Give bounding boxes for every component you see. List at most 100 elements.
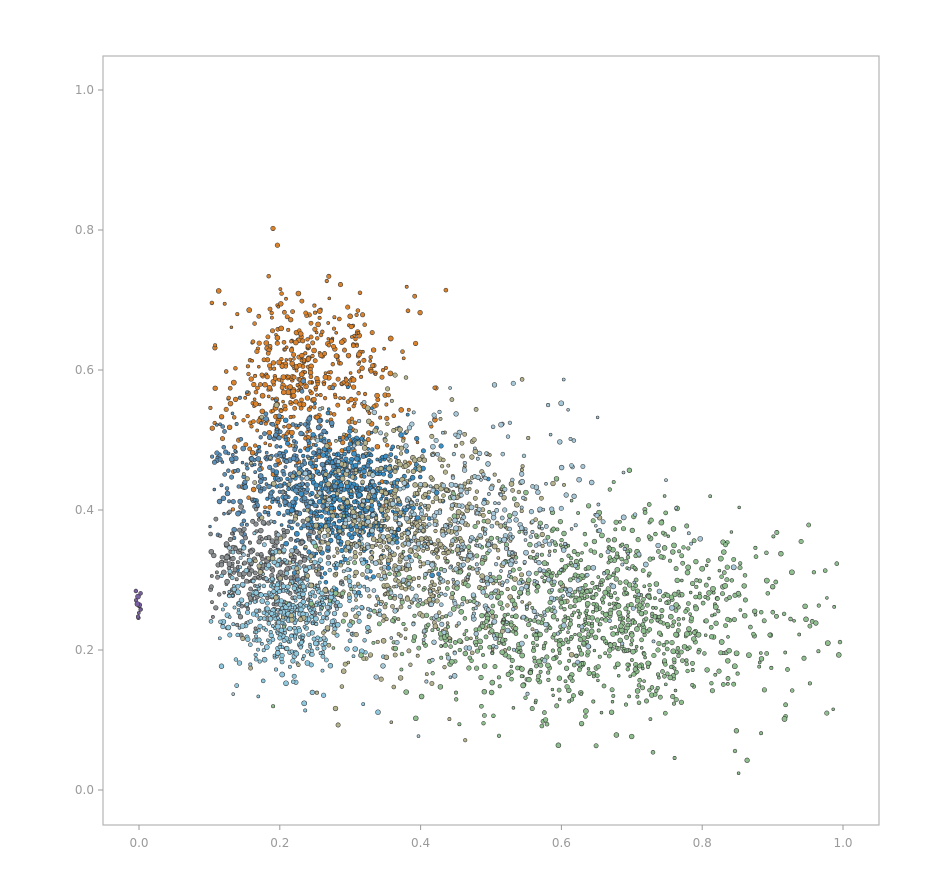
scatter-point-steel-blue xyxy=(235,510,241,517)
scatter-point-green xyxy=(488,623,493,628)
scatter-point-steel-blue xyxy=(306,415,313,422)
scatter-point-light-blue xyxy=(301,700,308,707)
scatter-point-pale-blue xyxy=(392,608,398,614)
scatter-point-light-blue xyxy=(309,648,314,653)
scatter-point-green xyxy=(610,631,616,637)
scatter-point-tan xyxy=(340,668,347,674)
scatter-point-tan xyxy=(334,546,340,551)
scatter-point-light-blue xyxy=(264,576,269,581)
scatter-point-green xyxy=(352,560,358,566)
scatter-point-grey xyxy=(218,533,223,538)
scatter-point-orange xyxy=(326,343,331,348)
scatter-point-green xyxy=(674,577,680,584)
scatter-point-pale-blue xyxy=(369,527,375,534)
scatter-point-tan xyxy=(383,592,388,596)
scatter-point-tan xyxy=(442,469,448,475)
scatter-point-pale-blue xyxy=(453,482,458,488)
scatter-point-green xyxy=(585,565,592,571)
scatter-point-light-blue xyxy=(320,597,325,602)
scatter-point-green xyxy=(423,634,427,638)
scatter-point-tan xyxy=(298,584,302,589)
scatter-point-green xyxy=(442,642,448,648)
scatter-point-tan xyxy=(374,603,378,608)
scatter-point-steel-blue xyxy=(227,499,232,504)
scatter-point-green xyxy=(516,595,521,600)
scatter-point-green xyxy=(837,639,843,645)
scatter-point-tan xyxy=(393,464,398,470)
scatter-point-tan xyxy=(568,651,575,658)
scatter-point-tan xyxy=(353,613,359,620)
scatter-point-blue xyxy=(323,579,329,585)
scatter-point-green xyxy=(658,554,664,560)
scatter-point-steel-blue xyxy=(274,444,279,449)
scatter-point-light-blue xyxy=(292,595,297,600)
scatter-point-green xyxy=(593,743,599,749)
scatter-point-green xyxy=(554,703,560,709)
scatter-point-green xyxy=(457,569,463,575)
scatter-point-green xyxy=(719,574,724,579)
scatter-point-green xyxy=(606,653,612,659)
scatter-point-light-blue xyxy=(253,652,258,657)
scatter-point-pale-blue xyxy=(575,659,581,665)
scatter-point-green xyxy=(611,693,616,698)
scatter-point-green xyxy=(557,660,562,665)
scatter-point-tan xyxy=(332,705,339,712)
scatter-point-light-blue xyxy=(321,645,327,651)
scatter-point-green xyxy=(668,558,672,563)
scatter-point-tan xyxy=(353,468,358,473)
scatter-point-green xyxy=(637,663,643,669)
scatter-point-orange xyxy=(280,389,287,396)
scatter-point-orange xyxy=(293,339,299,346)
scatter-point-light-blue xyxy=(267,590,271,595)
scatter-point-pale-blue xyxy=(561,594,565,598)
scatter-point-grey xyxy=(283,575,289,581)
scatter-point-orange xyxy=(263,505,267,510)
scatter-point-tan xyxy=(292,516,298,522)
scatter-point-pale-blue xyxy=(461,467,468,473)
scatter-point-light-blue xyxy=(271,583,276,587)
scatter-point-green xyxy=(656,549,661,554)
scatter-point-orange xyxy=(357,290,363,296)
scatter-point-pale-blue xyxy=(487,492,491,496)
scatter-point-pale-blue xyxy=(409,509,414,514)
scatter-point-light-blue xyxy=(319,618,325,624)
scatter-point-pale-blue xyxy=(542,610,547,615)
scatter-point-green xyxy=(571,662,577,668)
scatter-point-green xyxy=(822,568,828,573)
scatter-point-steel-blue xyxy=(305,487,310,492)
scatter-point-green xyxy=(511,585,517,592)
scatter-point-green xyxy=(666,534,670,538)
scatter-point-orange xyxy=(326,337,331,341)
scatter-point-light-blue xyxy=(319,590,325,596)
scatter-point-orange xyxy=(267,363,273,369)
scatter-point-light-blue xyxy=(301,657,305,661)
scatter-point-light-blue xyxy=(303,708,308,713)
scatter-point-pale-blue xyxy=(560,547,567,553)
scatter-point-pale-blue xyxy=(561,377,566,382)
scatter-point-tan xyxy=(248,461,253,466)
scatter-point-tan xyxy=(404,567,410,573)
scatter-point-green xyxy=(444,586,450,591)
scatter-point-pale-blue xyxy=(453,432,458,437)
scatter-point-steel-blue xyxy=(244,522,249,527)
scatter-point-steel-blue xyxy=(317,472,322,476)
scatter-point-green xyxy=(579,558,583,563)
scatter-point-light-blue xyxy=(221,607,225,612)
scatter-point-pale-blue xyxy=(507,526,513,532)
scatter-point-tan xyxy=(403,627,408,632)
scatter-point-green xyxy=(629,527,635,534)
scatter-point-green xyxy=(825,596,829,600)
scatter-point-pale-blue xyxy=(514,560,518,565)
scatter-point-tan xyxy=(364,451,368,456)
scatter-point-pale-blue xyxy=(366,606,371,611)
scatter-point-green xyxy=(591,674,596,679)
scatter-point-green xyxy=(478,645,484,650)
scatter-point-green xyxy=(663,510,669,516)
scatter-point-green xyxy=(589,623,595,629)
scatter-point-green xyxy=(586,667,591,671)
scatter-point-tan xyxy=(418,564,423,569)
scatter-point-pale-blue xyxy=(361,399,367,405)
scatter-point-green xyxy=(567,577,573,583)
scatter-point-pale-blue xyxy=(577,586,583,592)
scatter-point-tan xyxy=(519,572,524,578)
